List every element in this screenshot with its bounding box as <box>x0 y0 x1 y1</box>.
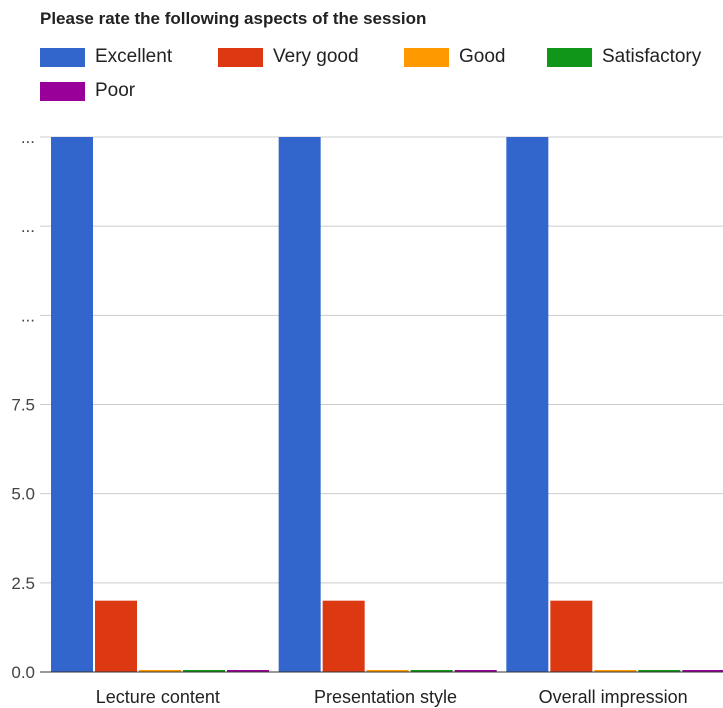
bar-poor[interactable] <box>454 670 497 672</box>
y-tick-label: 7.5 <box>11 396 35 415</box>
x-axis: Lecture content Presentation style Overall… <box>40 671 723 707</box>
bar-satisfactory[interactable] <box>183 670 225 672</box>
legend-swatch-poor <box>40 81 85 101</box>
legend-item-excellent[interactable]: Excellent <box>40 44 172 70</box>
y-tick-label: ... <box>21 128 35 147</box>
legend-swatch-good <box>404 47 449 67</box>
bar-poor[interactable] <box>227 670 269 672</box>
bar-good[interactable] <box>139 670 181 672</box>
legend-item-satisfactory[interactable]: Satisfactory <box>547 44 701 70</box>
y-tick-label: ... <box>21 306 35 325</box>
legend-label-excellent: Excellent <box>95 46 173 67</box>
bar-satisfactory[interactable] <box>410 670 453 672</box>
bar-good[interactable] <box>594 670 637 672</box>
legend-item-good[interactable]: Good <box>404 44 505 70</box>
y-tick-label: 0.0 <box>11 663 35 682</box>
bar-excellent[interactable] <box>51 137 93 672</box>
x-category-label: Overall impression <box>539 687 688 707</box>
legend-item-very-good[interactable]: Very good <box>218 44 359 70</box>
y-tick-label: 5.0 <box>11 485 35 504</box>
y-axis: 0.0 2.5 5.0 7.5......... <box>11 128 35 682</box>
legend-swatch-very-good <box>218 47 263 67</box>
bar-satisfactory[interactable] <box>638 670 681 672</box>
x-category-label: Lecture content <box>96 687 220 707</box>
legend-label-satisfactory: Satisfactory <box>602 46 702 67</box>
bar-very-good[interactable] <box>322 600 365 672</box>
gridlines <box>40 136 723 584</box>
x-category-label: Presentation style <box>314 687 457 707</box>
bar-excellent[interactable] <box>506 137 549 672</box>
legend-label-good: Good <box>459 46 506 67</box>
legend-label-poor: Poor <box>95 80 136 101</box>
legend-item-poor[interactable]: Poor <box>40 78 135 104</box>
bar-good[interactable] <box>366 670 409 672</box>
y-tick-label: ... <box>21 217 35 236</box>
bar-poor[interactable] <box>682 670 723 672</box>
bar-very-good[interactable] <box>550 600 593 672</box>
chart-title: Please rate the following aspects of the… <box>40 9 427 28</box>
bar-excellent[interactable] <box>278 137 321 672</box>
bar-very-good[interactable] <box>95 600 137 672</box>
legend-swatch-satisfactory <box>547 47 592 67</box>
bars <box>51 137 723 672</box>
legend-swatch-excellent <box>40 47 85 67</box>
legend-label-very-good: Very good <box>273 46 359 67</box>
y-tick-label: 2.5 <box>11 574 35 593</box>
